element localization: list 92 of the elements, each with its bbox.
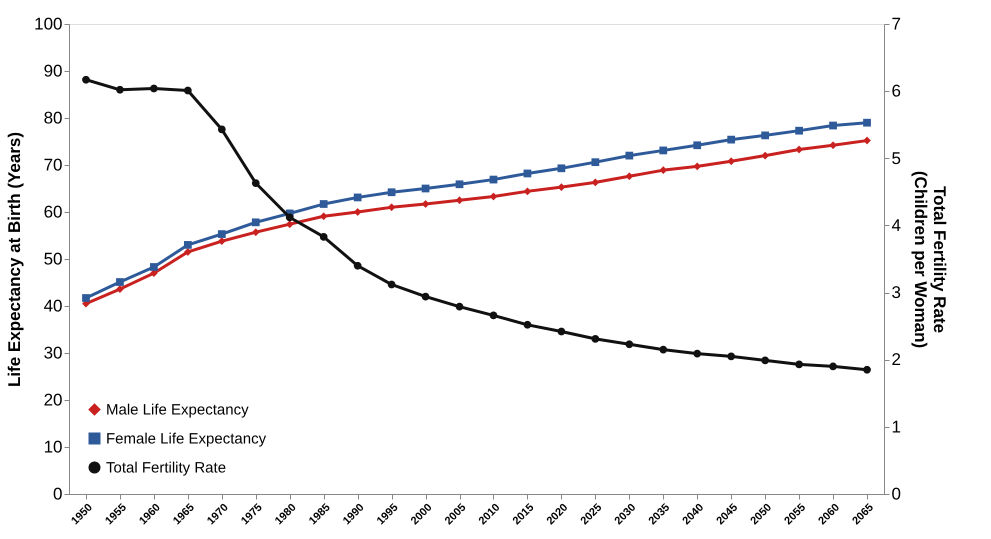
y-tick-label: 0	[53, 484, 62, 504]
point	[795, 126, 803, 135]
point	[524, 170, 532, 178]
y-tick-label: 80	[44, 108, 62, 128]
point	[320, 212, 328, 220]
point	[82, 76, 90, 84]
point	[116, 285, 124, 293]
point	[354, 194, 362, 202]
y-axis-title: Life Expectancy at Birth (Years)	[5, 132, 24, 388]
point	[558, 328, 566, 336]
point	[490, 192, 498, 200]
y-tick-label: 90	[44, 62, 62, 80]
y2-axis-title: Total Fertility Rate (Children per Woman)	[910, 170, 949, 348]
point	[82, 294, 90, 302]
point	[320, 200, 328, 208]
point	[863, 136, 871, 144]
point	[184, 241, 192, 249]
point	[320, 232, 328, 241]
y2-tick-label: 2	[892, 350, 901, 370]
point	[354, 262, 362, 270]
point	[456, 302, 464, 311]
point	[116, 86, 124, 94]
point	[252, 228, 260, 236]
legend-label: Male Life Expectancy	[106, 402, 250, 418]
point	[218, 126, 226, 134]
point	[524, 320, 532, 329]
point	[625, 152, 634, 160]
y-tick-label: 70	[44, 156, 62, 174]
point	[591, 158, 600, 166]
point	[761, 356, 770, 364]
y2-tick-label: 4	[892, 216, 901, 235]
point	[388, 203, 396, 212]
point	[727, 157, 736, 166]
point	[591, 335, 600, 343]
point	[150, 263, 158, 271]
point	[795, 360, 803, 368]
y2-tick-label: 6	[892, 82, 901, 101]
point	[150, 84, 158, 92]
point	[693, 162, 702, 170]
point	[490, 312, 498, 320]
point	[252, 218, 260, 226]
point	[761, 152, 770, 160]
y-tick-label: 20	[44, 390, 62, 410]
point	[727, 136, 736, 144]
point	[659, 346, 668, 354]
point	[184, 248, 192, 256]
point	[184, 86, 192, 94]
point	[558, 183, 566, 191]
y2-tick-label: 3	[892, 283, 901, 302]
point	[286, 214, 294, 222]
point	[693, 350, 702, 358]
point	[625, 172, 634, 180]
y-tick-label: 30	[44, 344, 62, 362]
point	[591, 178, 600, 186]
point	[829, 122, 837, 130]
point	[456, 196, 464, 204]
point	[456, 180, 464, 188]
point	[625, 340, 634, 348]
point	[524, 187, 532, 196]
y2-tick-label: 1	[892, 417, 901, 436]
point	[252, 179, 260, 187]
y2-tick-label: 5	[892, 148, 901, 168]
point	[286, 220, 294, 228]
point	[218, 237, 226, 246]
point	[863, 366, 871, 374]
y-tick-label: 60	[44, 202, 62, 222]
point	[659, 166, 668, 174]
point	[388, 280, 396, 288]
point	[558, 164, 566, 172]
legend-label: Total Fertility Rate	[106, 460, 226, 476]
point	[829, 362, 837, 370]
point	[829, 141, 837, 150]
point	[659, 146, 668, 154]
y2-tick-label: 7	[892, 14, 901, 34]
point	[422, 184, 430, 192]
point	[863, 118, 871, 127]
y-tick-label: 10	[44, 438, 62, 456]
point	[388, 188, 396, 196]
y-tick-label: 100	[34, 14, 62, 34]
y2-tick-label: 0	[892, 484, 901, 504]
point	[761, 132, 770, 140]
point	[490, 176, 498, 184]
y-tick-label: 40	[44, 296, 62, 316]
point	[422, 200, 430, 208]
legend-label: Female Life Expectancy	[106, 430, 267, 448]
point	[727, 352, 736, 360]
point	[422, 292, 430, 300]
y-tick-label: 50	[44, 250, 62, 268]
point	[218, 230, 226, 238]
point	[693, 141, 702, 150]
point	[116, 278, 124, 286]
point	[795, 146, 803, 154]
